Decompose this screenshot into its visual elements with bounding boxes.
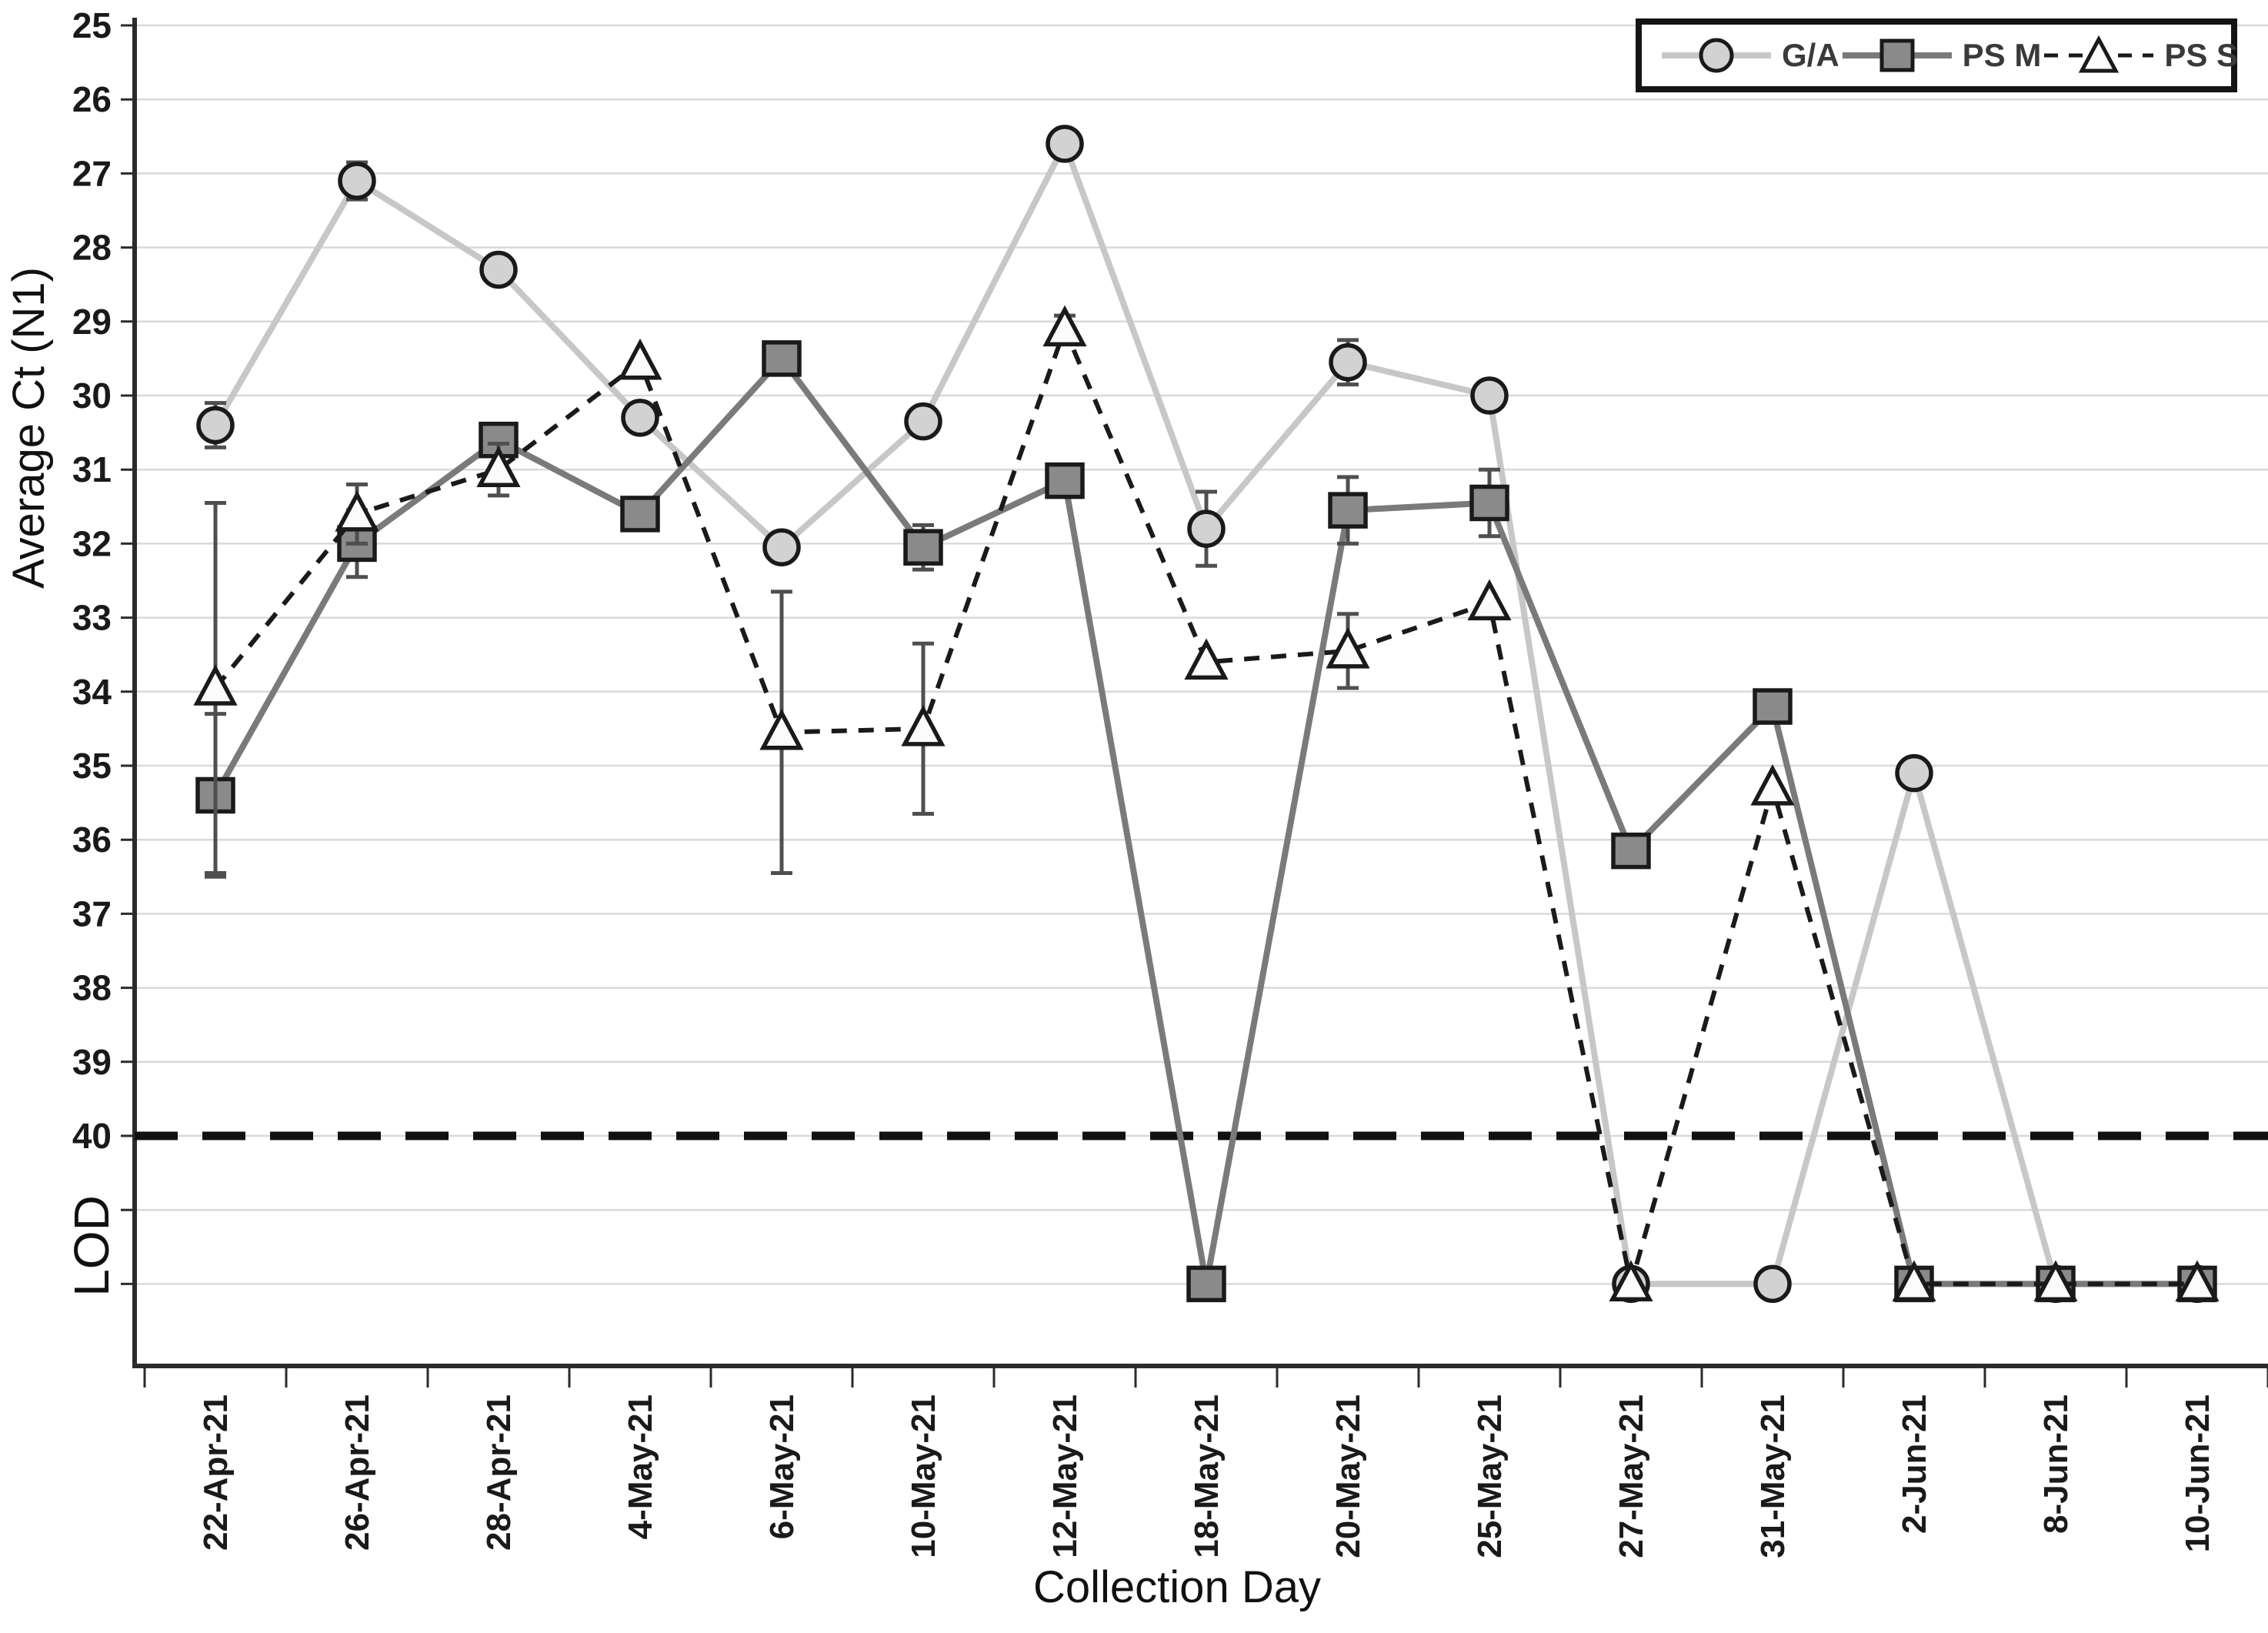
data-point-square (1611, 832, 1651, 870)
x-tick-label: 6-May-21 (763, 1394, 801, 1539)
data-point-triangle (759, 708, 804, 750)
x-tick-label: 18-May-21 (1188, 1394, 1226, 1558)
legend-marker-circle-icon (1662, 38, 1771, 73)
data-point-triangle (1467, 579, 1512, 621)
x-tick-label: 8-Jun-21 (2037, 1394, 2075, 1534)
data-point-square (903, 529, 943, 566)
data-point-circle (338, 162, 376, 200)
data-point-triangle (901, 705, 946, 746)
data-point-circle (621, 399, 659, 437)
legend-label-psm: PS M (1962, 37, 2042, 73)
data-point-circle (1046, 125, 1084, 163)
y-tick-label: 27 (72, 153, 112, 193)
y-tick-label: 39 (72, 1042, 112, 1082)
lod-axis-label: LOD (64, 1195, 119, 1297)
data-point-triangle (193, 664, 238, 706)
legend-label-pss: PS S (2164, 37, 2239, 73)
data-point-triangle (1326, 627, 1370, 669)
data-point-circle (479, 250, 518, 289)
data-point-circle (1753, 1264, 1792, 1304)
legend: G/A PS M PS S (1636, 18, 2238, 92)
x-tick-label: 4-May-21 (622, 1394, 659, 1539)
y-tick-label: 35 (72, 746, 112, 786)
x-tick-label: 22-Apr-21 (197, 1394, 235, 1551)
y-tick-label: 32 (72, 523, 112, 563)
x-tick-label: 2-Jun-21 (1896, 1394, 1933, 1534)
x-tick-label: 10-May-21 (905, 1394, 942, 1558)
data-point-circle (762, 528, 801, 566)
x-tick-label: 27-May-21 (1613, 1394, 1650, 1558)
data-point-circle (1187, 509, 1226, 548)
legend-item-psm: PS M (1839, 32, 2042, 78)
data-point-square (1045, 462, 1085, 499)
y-tick-label: 28 (72, 228, 112, 268)
y-tick-label: 29 (72, 302, 112, 342)
legend-marker-square-icon (1842, 38, 1952, 72)
y-tick-label: 36 (72, 820, 112, 860)
legend-label-ga: G/A (1782, 37, 1839, 73)
data-point-square (762, 340, 802, 377)
data-point-triangle (476, 446, 521, 487)
data-point-square (1753, 688, 1793, 725)
data-point-circle (196, 406, 235, 445)
y-tick-label: 38 (72, 968, 112, 1008)
y-tick-label: 30 (72, 376, 112, 416)
data-point-square (1328, 492, 1368, 529)
y-tick-label: 33 (72, 598, 112, 638)
data-point-triangle (1750, 764, 1795, 806)
x-axis-title: Collection Day (1033, 1562, 1321, 1612)
data-point-square (620, 496, 660, 533)
y-tick-label: 37 (72, 893, 112, 933)
y-tick-label: 25 (72, 5, 112, 45)
data-point-triangle (2175, 1260, 2220, 1302)
data-point-circle (1470, 376, 1509, 415)
x-tick-label: 20-May-21 (1329, 1394, 1367, 1558)
y-tick-label: 26 (72, 79, 112, 119)
data-point-triangle (1609, 1260, 1653, 1302)
data-point-triangle (335, 490, 379, 532)
series-line-ps-s (213, 326, 2197, 1287)
x-tick-label: 28-Apr-21 (480, 1394, 518, 1551)
y-tick-label: 34 (72, 672, 112, 712)
series-line-g-a (212, 140, 2197, 1287)
data-point-circle (1329, 342, 1367, 382)
data-point-triangle (618, 338, 662, 380)
data-point-circle (904, 402, 942, 441)
legend-item-ga: G/A (1659, 32, 1839, 78)
data-point-circle (1895, 753, 1933, 793)
x-tick-label: 10-Jun-21 (2179, 1394, 2216, 1552)
x-tick-label: 12-May-21 (1046, 1394, 1084, 1558)
legend-item-pss: PS S (2041, 32, 2238, 78)
y-axis-title: Average Ct (N1) (4, 267, 54, 589)
y-tick-label: 31 (72, 449, 112, 489)
data-point-triangle (1892, 1260, 1936, 1302)
x-tick-label: 26-Apr-21 (339, 1394, 376, 1551)
data-point-square (1186, 1265, 1226, 1303)
x-tick-label: 31-May-21 (1754, 1394, 1792, 1558)
data-point-square (1469, 484, 1509, 522)
data-point-triangle (1184, 638, 1229, 680)
data-point-triangle (2033, 1260, 2078, 1302)
data-point-triangle (1042, 305, 1087, 347)
y-tick-label: 40 (72, 1116, 112, 1156)
legend-marker-triangle-icon (2044, 35, 2154, 73)
x-tick-label: 25-May-21 (1471, 1394, 1509, 1558)
